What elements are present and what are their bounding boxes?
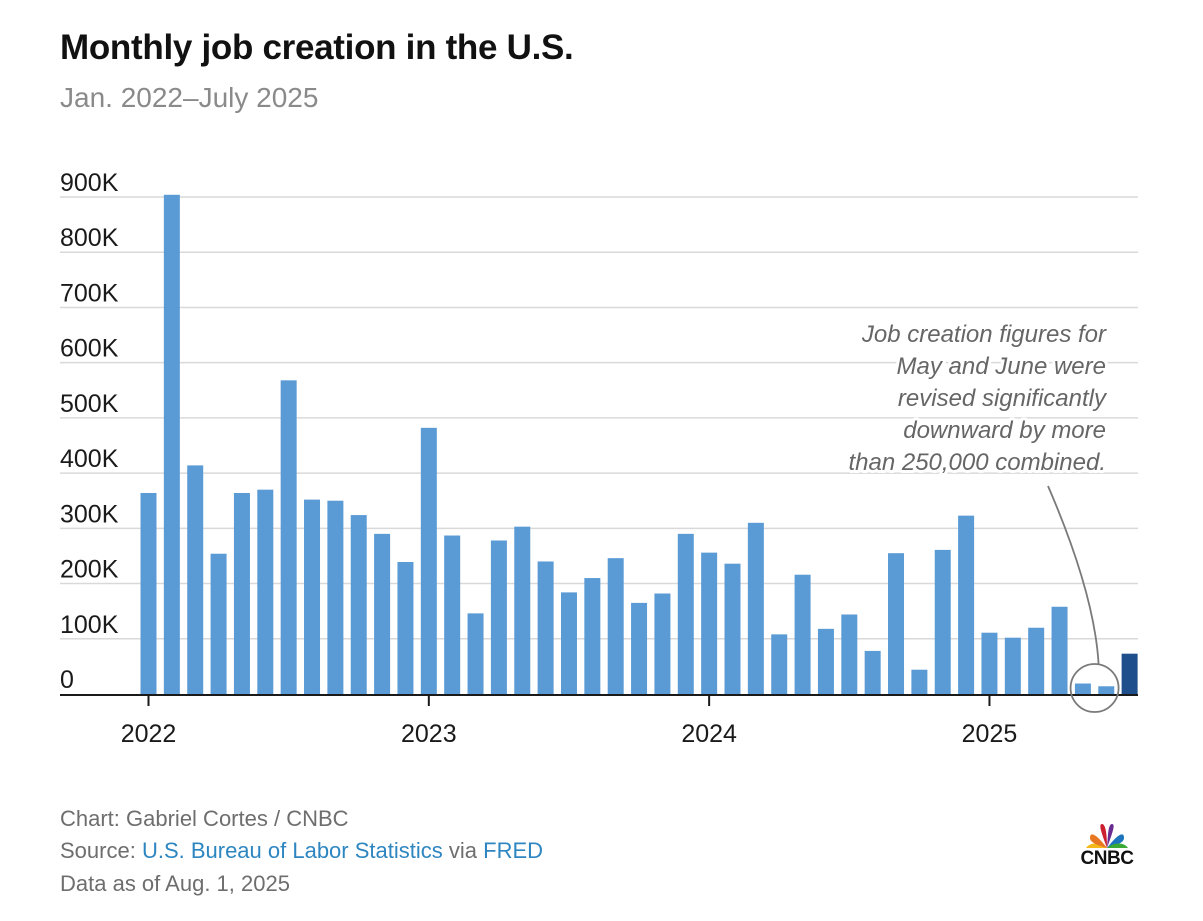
bar: Apr 2022: 254000: [210, 553, 227, 694]
bar: Sep 2024: 255000: [888, 553, 905, 694]
bar: Jul 2024: 144000: [841, 614, 858, 694]
bar: Jan 2022: 364000: [140, 492, 157, 694]
peacock-icon: [1086, 824, 1128, 848]
annotation-text-line: downward by more: [903, 417, 1106, 444]
bar: Dec 2022: 239000: [397, 562, 414, 694]
bar: Mar 2022: 414000: [187, 465, 204, 694]
source-line: Source: U.S. Bureau of Labor Statistics …: [60, 838, 543, 864]
bar: Dec 2023: 290000: [677, 533, 694, 694]
x-axis-ticks: 2022 2023 2024 2025: [121, 695, 1018, 748]
bar: Apr 2024: 108000: [771, 634, 788, 694]
x-tick-label: 2022: [121, 720, 177, 748]
annotation-text-line: revised significantly: [898, 385, 1108, 412]
annotation-leader-line: [1047, 485, 1100, 665]
annotation-text-line: May and June were: [897, 353, 1106, 380]
bar: May 2022: 364000: [233, 492, 250, 694]
source-mid: via: [442, 838, 484, 863]
x-tick-label: 2024: [681, 720, 737, 748]
annotation-circle: [1069, 663, 1120, 713]
bar: Jul 2025: 73000: [1121, 653, 1138, 694]
y-tick-label: 800K: [60, 224, 119, 252]
x-tick-label: 2025: [962, 720, 1018, 748]
y-tick-label: 400K: [60, 445, 119, 473]
bar: Dec 2024: 323000: [958, 515, 975, 694]
y-tick-label: 100K: [60, 611, 119, 639]
bar: Jun 2025: 14000: [1098, 686, 1115, 694]
annotation: Job creation figures for May and June wer…: [845, 318, 1120, 713]
source-prefix: Source:: [60, 838, 142, 863]
bar: Sep 2022: 350000: [327, 500, 344, 694]
bar: Oct 2024: 44000: [911, 669, 928, 694]
bar: Apr 2025: 158000: [1051, 606, 1068, 694]
bar: Mar 2023: 146000: [467, 613, 484, 694]
bar: Jun 2022: 370000: [257, 489, 274, 694]
bar: Jan 2023: 482000: [420, 427, 437, 694]
bar: Jan 2025: 111000: [981, 632, 998, 694]
chart-subtitle: Jan. 2022–July 2025: [60, 82, 319, 113]
y-tick-label: 0: [60, 666, 74, 694]
chart-title: Monthly job creation in the U.S.: [60, 28, 574, 67]
bar: Jun 2024: 118000: [817, 628, 834, 694]
chart-credit: Chart: Gabriel Cortes / CNBC: [60, 806, 349, 831]
bar: Jul 2022: 568000: [280, 380, 297, 694]
bar: May 2025: 19000: [1074, 683, 1091, 694]
y-tick-label: 500K: [60, 390, 119, 418]
data-date: Data as of Aug. 1, 2025: [60, 871, 290, 896]
y-tick-label: 300K: [60, 500, 119, 528]
cnbc-logo: CNBC: [1072, 818, 1142, 874]
bar: Mar 2025: 120000: [1028, 627, 1045, 694]
bar: Oct 2022: 324000: [350, 515, 367, 694]
bar: May 2023: 303000: [514, 526, 531, 694]
bar: Aug 2024: 78000: [864, 650, 881, 694]
bar: Feb 2022: 904000: [163, 194, 180, 694]
y-axis-ticks: 0 100K 200K 300K 400K 500K 600K 700K 800K 900K: [60, 169, 119, 694]
bar: May 2024: 216000: [794, 574, 811, 694]
bar: Jul 2023: 184000: [560, 592, 577, 694]
bar: Nov 2023: 182000: [654, 593, 671, 694]
bar: Aug 2022: 352000: [304, 499, 321, 694]
bar: Jun 2023: 240000: [537, 561, 554, 694]
gridlines: [60, 196, 1138, 640]
bar: Jan 2024: 256000: [701, 552, 718, 694]
logo-text: CNBC: [1080, 848, 1134, 869]
y-tick-label: 200K: [60, 556, 119, 584]
y-tick-label: 900K: [60, 169, 119, 197]
bar: Feb 2023: 287000: [444, 535, 461, 694]
bar: Oct 2023: 165000: [631, 602, 648, 694]
bar: Apr 2023: 278000: [490, 540, 507, 694]
bar: Nov 2024: 261000: [934, 549, 951, 694]
bar: Feb 2025: 102000: [1004, 637, 1021, 694]
annotation-text-line: Job creation figures for: [861, 321, 1107, 348]
fred-link[interactable]: FRED: [483, 838, 544, 863]
y-tick-label: 700K: [60, 279, 119, 307]
bls-link[interactable]: U.S. Bureau of Labor Statistics: [141, 838, 443, 863]
annotation-text-line: than 250,000 combined.: [848, 449, 1106, 476]
bar: Nov 2022: 290000: [374, 533, 391, 694]
bar: Sep 2023: 246000: [607, 558, 624, 694]
bar-chart: 0 100K 200K 300K 400K 500K 600K 700K 800K 900K Ja…: [60, 169, 1138, 748]
bar: Feb 2024: 236000: [724, 563, 741, 694]
x-tick-label: 2023: [401, 720, 457, 748]
bars: Jan 2022: 364000 Feb 2022: 904000 Mar 2022…: [140, 194, 1138, 694]
bar: Mar 2024: 310000: [747, 522, 764, 694]
y-tick-label: 600K: [60, 335, 119, 363]
bar: Aug 2023: 210000: [584, 578, 601, 694]
